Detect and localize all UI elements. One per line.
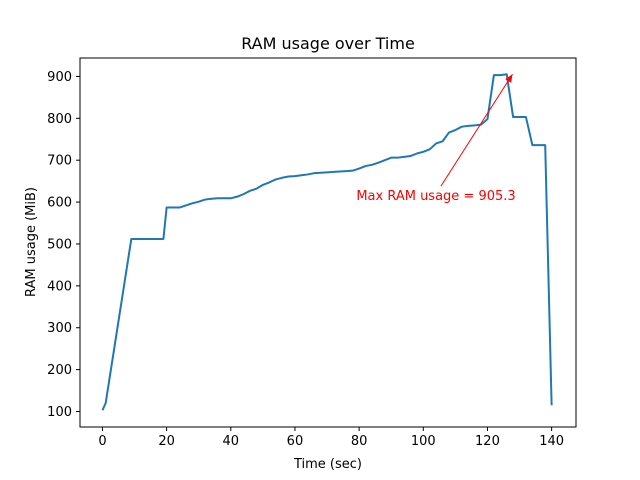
x-tick-label: 120: [475, 434, 500, 449]
y-tick-label: 700: [47, 154, 72, 169]
x-tick-label: 140: [539, 434, 564, 449]
annotation-arrow: [440, 73, 513, 187]
y-tick-label: 800: [47, 112, 72, 127]
y-axis-ticks: 100 200 300 400 500 600 700 800 900: [47, 70, 80, 420]
x-tick-label: 80: [351, 434, 368, 449]
y-tick-label: 100: [47, 405, 72, 420]
y-tick-label: 300: [47, 321, 72, 336]
x-axis-ticks: 0 20 40 60 80 100 120 140: [98, 427, 564, 449]
y-tick-label: 500: [47, 237, 72, 252]
x-tick-label: 20: [158, 434, 175, 449]
x-tick-label: 40: [223, 434, 240, 449]
x-tick-label: 60: [287, 434, 304, 449]
y-tick-label: 200: [47, 363, 72, 378]
x-tick-label: 100: [411, 434, 436, 449]
plot-frame: [79, 57, 577, 428]
y-tick-label: 400: [47, 279, 72, 294]
chart-title: RAM usage over Time: [241, 34, 415, 53]
x-tick-label: 0: [98, 434, 106, 449]
y-tick-label: 600: [47, 196, 72, 211]
y-tick-label: 900: [47, 70, 72, 85]
annotation-arrowhead: [505, 74, 513, 83]
x-axis-label: Time (sec): [293, 457, 362, 472]
annotation-text: Max RAM usage = 905.3: [356, 189, 515, 204]
ram-usage-line: [101, 73, 553, 411]
y-axis-label: RAM usage (MiB): [24, 187, 39, 297]
